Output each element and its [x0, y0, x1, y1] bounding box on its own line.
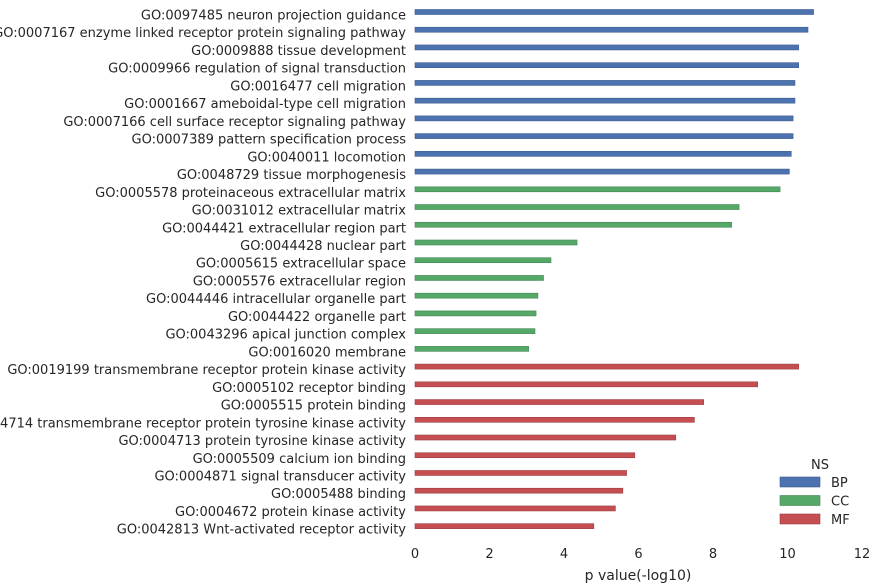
category-label: GO:0048729 tissue morphogenesis — [177, 168, 406, 183]
legend-swatch-cc — [779, 495, 821, 506]
x-axis-title: p value(-log10) — [585, 568, 692, 584]
legend-title: NS — [811, 458, 829, 473]
bar-mf — [414, 452, 636, 459]
category-label: GO:0005576 extracellular region — [193, 274, 406, 289]
category-label: GO:0004871 signal transducer activity — [154, 469, 406, 484]
x-tick-label: 10 — [779, 547, 796, 562]
category-label: GO:0007167 enzyme linked receptor protei… — [0, 26, 406, 41]
bar-bp — [414, 9, 814, 15]
bar-bp — [414, 44, 799, 51]
bar-bp — [414, 62, 799, 68]
bar-bp — [414, 168, 790, 175]
bar-cc — [414, 346, 529, 352]
category-label: GO:0004672 protein kinase activity — [175, 505, 406, 520]
bars — [414, 9, 814, 529]
bar-bp — [414, 151, 792, 157]
category-label: GO:0005509 calcium ion binding — [193, 452, 406, 467]
bar-cc — [414, 204, 740, 210]
x-tick-label: 0 — [411, 547, 419, 562]
bar-mf — [414, 470, 627, 476]
category-labels: GO:0097485 neuron projection guidance GO:… — [0, 9, 406, 538]
category-label: GO:0005102 receptor binding — [212, 381, 406, 396]
category-label: GO:0005488 binding — [271, 487, 406, 502]
bar-cc — [414, 275, 544, 281]
category-label: GO:0016477 cell migration — [230, 79, 406, 94]
x-tick-label: 8 — [709, 547, 717, 562]
category-label: GO:0097485 neuron projection guidance — [141, 9, 406, 24]
bar-mf — [414, 523, 595, 529]
category-label: GO:0044446 intracellular organelle part — [146, 292, 406, 307]
x-tick-label: 2 — [485, 547, 493, 562]
category-label: GO:0031012 extracellular matrix — [192, 204, 407, 219]
legend-label-mf: MF — [831, 513, 850, 528]
bar-bp — [414, 97, 796, 104]
x-tick-label: 4 — [560, 547, 568, 562]
category-label: GO:0016020 membrane — [248, 345, 406, 360]
category-label: GO:0005515 protein binding — [221, 399, 406, 414]
category-label: GO:0040011 locomotion — [247, 150, 406, 165]
legend-label-cc: CC — [831, 495, 849, 510]
bar-bp — [414, 115, 794, 122]
x-tick-labels: 0 2 4 6 8 10 12 — [411, 547, 870, 562]
bar-cc — [414, 186, 781, 193]
bar-cc — [414, 257, 552, 264]
bar-cc — [414, 328, 536, 334]
category-label: GO:0043296 apical junction complex — [165, 328, 406, 343]
category-label: GO:0004713 protein tyrosine kinase activ… — [118, 434, 406, 449]
category-label: GO:0044421 extracellular region part — [162, 221, 406, 236]
category-label: GO:0007389 pattern specification process — [132, 133, 407, 148]
category-label: GO:0009966 regulation of signal transduc… — [108, 62, 406, 77]
bar-bp — [414, 80, 796, 86]
bar-mf — [414, 434, 677, 441]
bar-mf — [414, 505, 616, 512]
category-label: GO:0009888 tissue development — [191, 44, 406, 59]
bar-cc — [414, 221, 732, 228]
category-label: GO:0044428 nuclear part — [240, 239, 406, 254]
bar-mf — [414, 363, 799, 370]
category-label: GO:0004714 transmembrane receptor protei… — [0, 416, 406, 431]
bar-cc — [414, 310, 537, 317]
legend-swatch-mf — [779, 513, 821, 525]
bar-bp — [414, 133, 794, 139]
category-label: GO:0044422 organelle part — [228, 310, 406, 325]
category-label: GO:0042813 Wnt-activated receptor activi… — [117, 523, 407, 538]
category-label: GO:0019199 transmembrane receptor protei… — [7, 363, 406, 378]
x-tick-label: 12 — [854, 547, 871, 562]
bar-mf — [414, 399, 704, 405]
bar-bp — [414, 26, 809, 33]
legend: NS BP CC MF — [779, 458, 850, 528]
bar-mf — [414, 381, 759, 388]
category-label: GO:0005615 extracellular space — [196, 257, 406, 272]
category-label: GO:0001667 ameboidal-type cell migration — [124, 97, 406, 112]
bar-cc — [414, 239, 578, 246]
legend-swatch-bp — [779, 476, 821, 488]
bar-cc — [414, 292, 539, 299]
legend-label-bp: BP — [831, 476, 848, 491]
category-label: GO:0007166 cell surface receptor signali… — [63, 115, 406, 130]
category-label: GO:0005578 proteinaceous extracellular m… — [95, 186, 406, 201]
bar-mf — [414, 487, 624, 494]
bar-mf — [414, 416, 695, 423]
x-tick-label: 6 — [634, 547, 642, 562]
